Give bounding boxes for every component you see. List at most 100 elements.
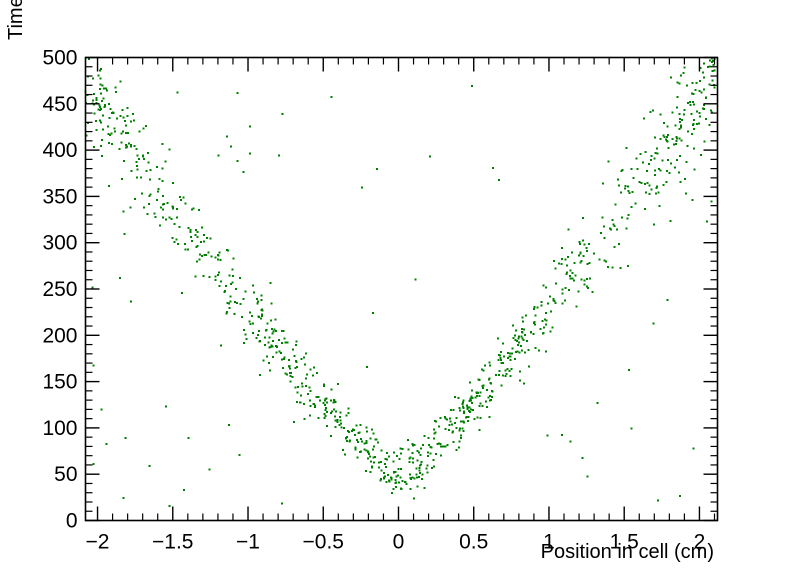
y-tick-label: 0 (66, 510, 78, 533)
data-point (280, 358, 283, 361)
data-point (427, 437, 430, 439)
data-point (278, 338, 281, 341)
data-point (258, 330, 261, 333)
data-point (567, 255, 569, 258)
data-point (394, 486, 397, 488)
data-point (515, 340, 518, 343)
data-point (521, 337, 524, 340)
data-point (140, 176, 142, 179)
data-point (423, 487, 426, 490)
data-point (582, 239, 584, 242)
data-point (265, 328, 268, 331)
data-point (384, 475, 386, 478)
data-point (397, 481, 400, 484)
data-point (214, 278, 217, 281)
data-point (225, 312, 228, 315)
data-point (126, 145, 128, 148)
data-point (312, 402, 315, 405)
data-point (336, 421, 339, 424)
data-point (296, 366, 298, 368)
data-point (350, 430, 353, 433)
data-point (242, 297, 245, 300)
data-point (467, 410, 470, 413)
data-point (532, 307, 535, 310)
data-point (242, 171, 245, 173)
data-point (663, 122, 666, 124)
data-point (416, 450, 419, 452)
data-point (377, 466, 380, 469)
data-point (324, 404, 327, 406)
data-point (713, 69, 716, 72)
data-point (249, 152, 252, 155)
data-point (104, 104, 106, 107)
data-point (687, 102, 690, 105)
data-point (114, 130, 117, 133)
data-point (703, 62, 706, 65)
data-point (261, 315, 264, 318)
data-point (578, 254, 580, 257)
data-point (281, 342, 284, 345)
data-point (99, 69, 102, 72)
data-point (648, 193, 651, 196)
data-point (630, 427, 633, 430)
data-point (557, 262, 560, 265)
data-point (520, 328, 523, 331)
data-point (469, 408, 472, 411)
data-point (239, 302, 242, 305)
data-point (280, 351, 283, 354)
data-point (524, 314, 527, 317)
data-point (708, 59, 711, 62)
data-point (662, 184, 665, 187)
data-point (98, 104, 101, 107)
data-point (561, 288, 564, 291)
data-point (293, 355, 296, 357)
data-point (451, 431, 454, 434)
data-point (142, 154, 145, 157)
data-point (678, 127, 681, 130)
data-point (183, 242, 186, 245)
data-point (679, 154, 682, 157)
data-point (549, 295, 552, 298)
data-point (642, 161, 645, 164)
data-point (238, 453, 241, 456)
data-point (426, 464, 429, 467)
data-point (528, 365, 530, 368)
data-point (613, 246, 616, 249)
data-point (677, 171, 680, 174)
data-point (242, 329, 245, 331)
data-point (231, 268, 234, 271)
data-point (426, 471, 429, 474)
data-point (184, 202, 187, 205)
data-point (678, 82, 681, 85)
data-point (443, 445, 446, 448)
data-point (148, 194, 151, 197)
data-point (626, 217, 629, 220)
data-point (480, 368, 483, 371)
data-point (98, 109, 101, 112)
data-point (694, 88, 697, 91)
data-point (285, 373, 288, 376)
data-point (429, 155, 432, 158)
data-point (226, 302, 229, 304)
data-point (628, 368, 630, 371)
data-point (365, 426, 368, 429)
data-point (259, 317, 262, 320)
data-point (627, 190, 630, 193)
data-point (466, 415, 469, 418)
data-point (679, 181, 682, 184)
data-point (309, 399, 312, 402)
data-point (683, 66, 686, 69)
data-point (256, 334, 259, 336)
data-point (289, 367, 292, 370)
data-point (666, 170, 669, 172)
data-point (264, 336, 267, 339)
data-point (643, 117, 646, 120)
data-point (561, 258, 563, 261)
data-point (100, 155, 103, 158)
data-point (666, 140, 669, 143)
data-point (99, 119, 102, 122)
data-point (492, 167, 495, 169)
data-point (229, 300, 232, 303)
data-point (145, 125, 148, 128)
data-point (399, 467, 402, 470)
